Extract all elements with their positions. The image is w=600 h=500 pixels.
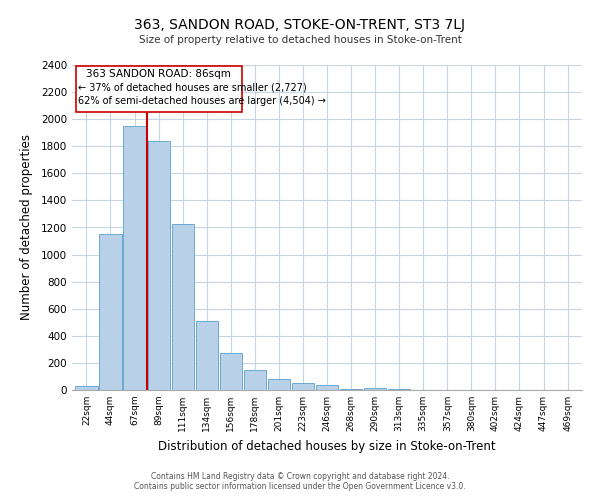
Text: Contains HM Land Registry data © Crown copyright and database right 2024.: Contains HM Land Registry data © Crown c… <box>151 472 449 481</box>
Bar <box>124 126 146 390</box>
Text: Size of property relative to detached houses in Stoke-on-Trent: Size of property relative to detached ho… <box>139 35 461 45</box>
Bar <box>76 386 98 390</box>
Text: ← 37% of detached houses are smaller (2,727): ← 37% of detached houses are smaller (2,… <box>79 82 307 92</box>
Bar <box>316 384 338 390</box>
Bar <box>148 141 170 390</box>
Text: Contains public sector information licensed under the Open Government Licence v3: Contains public sector information licen… <box>134 482 466 491</box>
Text: 62% of semi-detached houses are larger (4,504) →: 62% of semi-detached houses are larger (… <box>79 96 326 106</box>
Bar <box>100 234 122 390</box>
Text: 363 SANDON ROAD: 86sqm: 363 SANDON ROAD: 86sqm <box>86 69 231 79</box>
X-axis label: Distribution of detached houses by size in Stoke-on-Trent: Distribution of detached houses by size … <box>158 440 496 452</box>
Y-axis label: Number of detached properties: Number of detached properties <box>20 134 32 320</box>
Bar <box>292 383 314 390</box>
Bar <box>220 353 242 390</box>
Bar <box>268 379 290 390</box>
Bar <box>364 388 386 390</box>
Bar <box>244 370 266 390</box>
Text: 363, SANDON ROAD, STOKE-ON-TRENT, ST3 7LJ: 363, SANDON ROAD, STOKE-ON-TRENT, ST3 7L… <box>134 18 466 32</box>
FancyBboxPatch shape <box>76 66 242 112</box>
Bar <box>196 321 218 390</box>
Bar <box>172 224 194 390</box>
